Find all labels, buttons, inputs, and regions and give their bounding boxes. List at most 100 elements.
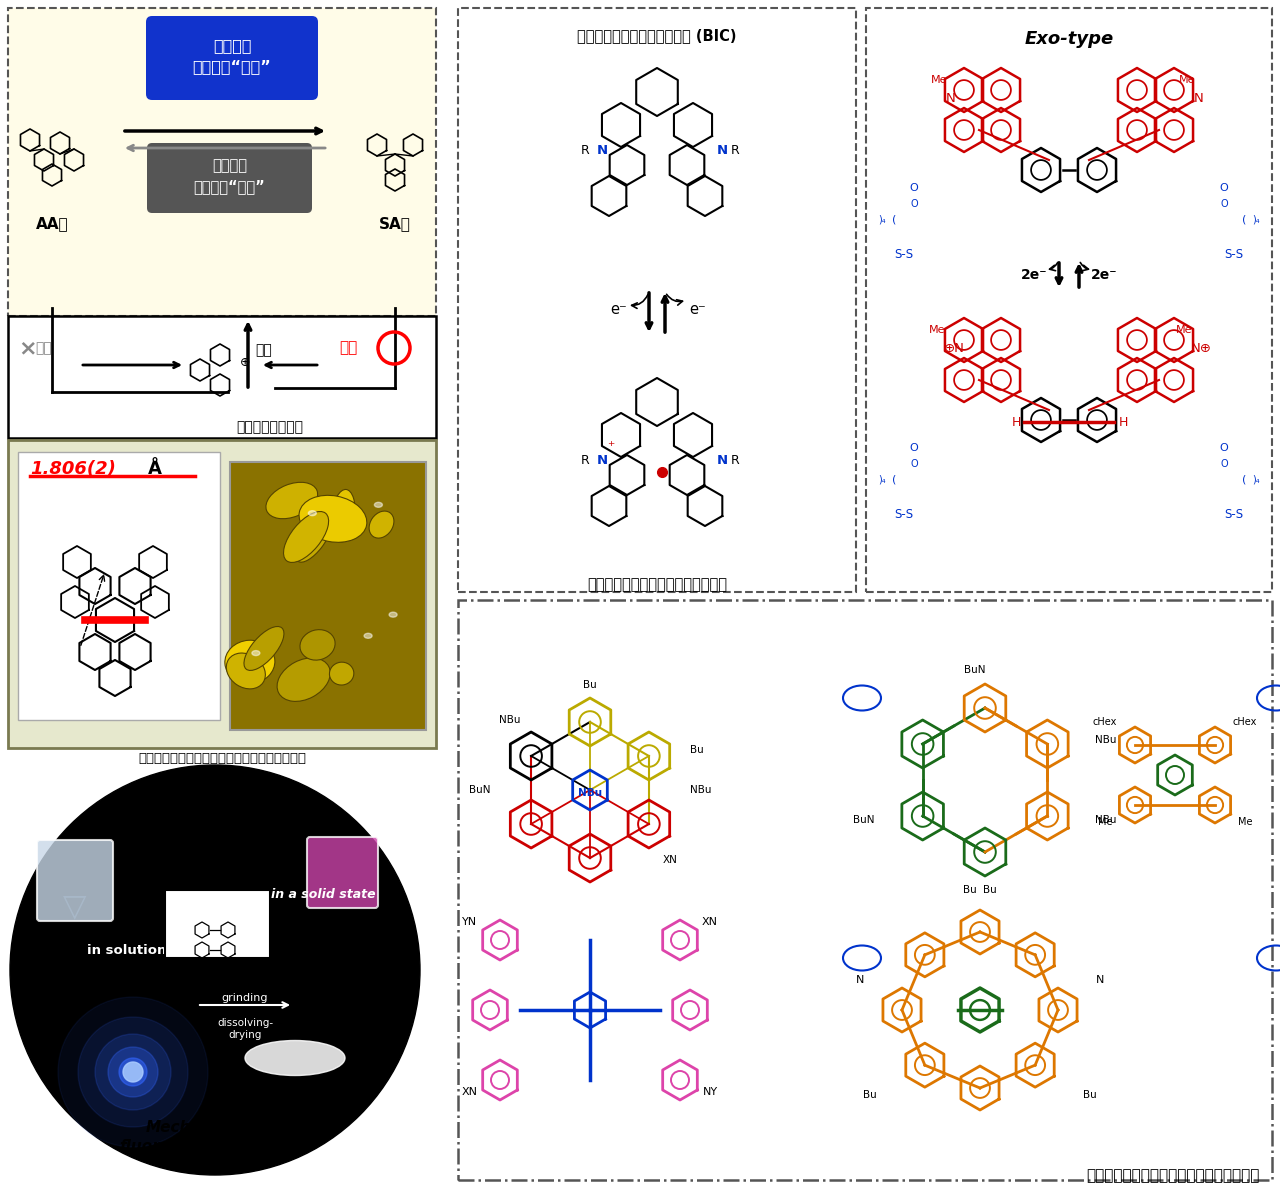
Text: NY: NY bbox=[703, 1087, 718, 1097]
Text: O: O bbox=[1220, 183, 1229, 192]
Circle shape bbox=[95, 1034, 172, 1110]
Text: )₄: )₄ bbox=[1252, 215, 1260, 225]
Text: 酸化: 酸化 bbox=[35, 341, 51, 355]
Text: e⁻: e⁻ bbox=[611, 303, 627, 317]
Text: ×: × bbox=[18, 339, 37, 358]
Ellipse shape bbox=[225, 640, 275, 683]
Text: N: N bbox=[717, 144, 728, 157]
Text: e⁻: e⁻ bbox=[689, 303, 705, 317]
Text: YN: YN bbox=[462, 917, 477, 927]
Text: 安定なカチオンラジカルとして存在: 安定なカチオンラジカルとして存在 bbox=[588, 577, 727, 592]
Circle shape bbox=[119, 1059, 147, 1086]
Text: N: N bbox=[717, 454, 728, 467]
Ellipse shape bbox=[300, 630, 335, 661]
FancyBboxPatch shape bbox=[147, 143, 312, 213]
Text: H: H bbox=[1011, 416, 1021, 429]
Text: O: O bbox=[1220, 459, 1228, 469]
Ellipse shape bbox=[369, 511, 394, 538]
Text: Å: Å bbox=[148, 460, 163, 478]
Bar bbox=[8, 440, 436, 748]
Text: 熱により
酸化特性“オフ”: 熱により 酸化特性“オフ” bbox=[193, 158, 265, 194]
Text: (: ( bbox=[1242, 215, 1247, 225]
Text: H: H bbox=[1119, 416, 1129, 429]
Text: BuN: BuN bbox=[964, 665, 986, 675]
Text: ジカチオン型色素: ジカチオン型色素 bbox=[237, 421, 303, 434]
Text: Ox: Ox bbox=[234, 849, 250, 862]
Text: 『超結合』を有するジヒドロピラシレン誘導体: 『超結合』を有するジヒドロピラシレン誘導体 bbox=[138, 752, 306, 765]
Text: Ar₄AQD: Ar₄AQD bbox=[195, 960, 236, 969]
Circle shape bbox=[58, 997, 207, 1146]
Text: (: ( bbox=[892, 215, 896, 225]
Text: Me: Me bbox=[1238, 817, 1252, 827]
Text: Bu: Bu bbox=[1083, 1091, 1097, 1100]
Text: in solution: in solution bbox=[87, 943, 166, 956]
Text: NBu: NBu bbox=[579, 788, 602, 798]
Ellipse shape bbox=[389, 612, 397, 617]
Ellipse shape bbox=[308, 511, 316, 516]
Text: grinding: grinding bbox=[221, 993, 269, 1003]
Text: N: N bbox=[1096, 975, 1105, 985]
Text: Bu: Bu bbox=[863, 1091, 877, 1100]
Text: ⁺: ⁺ bbox=[607, 440, 614, 454]
Text: R: R bbox=[731, 454, 740, 467]
Ellipse shape bbox=[364, 633, 372, 638]
Text: O: O bbox=[1220, 443, 1229, 453]
Text: AA体: AA体 bbox=[36, 216, 68, 230]
Bar bbox=[165, 890, 270, 958]
Text: cHex: cHex bbox=[1233, 718, 1257, 727]
Text: BuN: BuN bbox=[854, 815, 876, 824]
Text: cHex: cHex bbox=[1093, 718, 1117, 727]
Text: 1.806(2): 1.806(2) bbox=[29, 460, 116, 478]
Text: 酸化: 酸化 bbox=[339, 341, 358, 355]
Bar bbox=[867, 8, 1272, 592]
Bar bbox=[8, 316, 436, 438]
Text: 還元: 還元 bbox=[255, 343, 271, 358]
Text: Me: Me bbox=[1176, 326, 1192, 335]
Text: NBu: NBu bbox=[690, 785, 712, 795]
Text: )₄: )₄ bbox=[878, 215, 886, 225]
Text: in a solid state: in a solid state bbox=[270, 889, 375, 902]
Ellipse shape bbox=[332, 489, 355, 542]
Text: O: O bbox=[910, 443, 918, 453]
Text: S-S: S-S bbox=[1225, 248, 1244, 261]
Text: Mechano-
fluorochromism: Mechano- fluorochromism bbox=[119, 1120, 255, 1154]
Text: dissolving-
drying: dissolving- drying bbox=[216, 1018, 273, 1040]
Bar bbox=[230, 462, 426, 729]
Circle shape bbox=[108, 1047, 157, 1097]
Text: NBu: NBu bbox=[499, 715, 521, 725]
Text: 2e⁻: 2e⁻ bbox=[1091, 268, 1117, 282]
FancyBboxPatch shape bbox=[37, 840, 113, 921]
Ellipse shape bbox=[375, 503, 383, 507]
Text: N: N bbox=[596, 454, 608, 467]
Text: Bu: Bu bbox=[983, 885, 997, 895]
Bar bbox=[8, 8, 436, 316]
Text: XN: XN bbox=[663, 855, 677, 865]
Ellipse shape bbox=[244, 626, 284, 670]
Ellipse shape bbox=[329, 662, 353, 685]
Text: R: R bbox=[731, 144, 740, 157]
Ellipse shape bbox=[244, 1041, 346, 1075]
Text: R: R bbox=[580, 454, 589, 467]
Text: NBu: NBu bbox=[1094, 735, 1116, 745]
Text: S-S: S-S bbox=[1225, 508, 1244, 522]
Text: NBu: NBu bbox=[1094, 815, 1116, 824]
Text: ベンズインドロカルバゾール (BIC): ベンズインドロカルバゾール (BIC) bbox=[577, 29, 737, 43]
Text: Bu: Bu bbox=[584, 680, 596, 690]
Text: R: R bbox=[580, 144, 589, 157]
Bar bbox=[458, 8, 856, 592]
Text: 光により
酸化特性“オン”: 光により 酸化特性“オン” bbox=[192, 38, 271, 74]
Text: O: O bbox=[910, 200, 918, 209]
Ellipse shape bbox=[266, 482, 317, 519]
Ellipse shape bbox=[276, 658, 330, 701]
Text: O: O bbox=[910, 459, 918, 469]
Ellipse shape bbox=[300, 495, 367, 542]
Text: Electro-
chromism: Electro- chromism bbox=[169, 790, 261, 830]
Text: Bu: Bu bbox=[963, 885, 977, 895]
Text: ▽: ▽ bbox=[63, 892, 87, 921]
Text: N: N bbox=[946, 91, 956, 105]
Text: S-S: S-S bbox=[895, 248, 914, 261]
Text: Me: Me bbox=[1098, 817, 1112, 827]
Text: )₄: )₄ bbox=[1252, 475, 1260, 485]
Text: N⊕: N⊕ bbox=[1190, 342, 1211, 355]
Text: XN: XN bbox=[701, 917, 718, 927]
